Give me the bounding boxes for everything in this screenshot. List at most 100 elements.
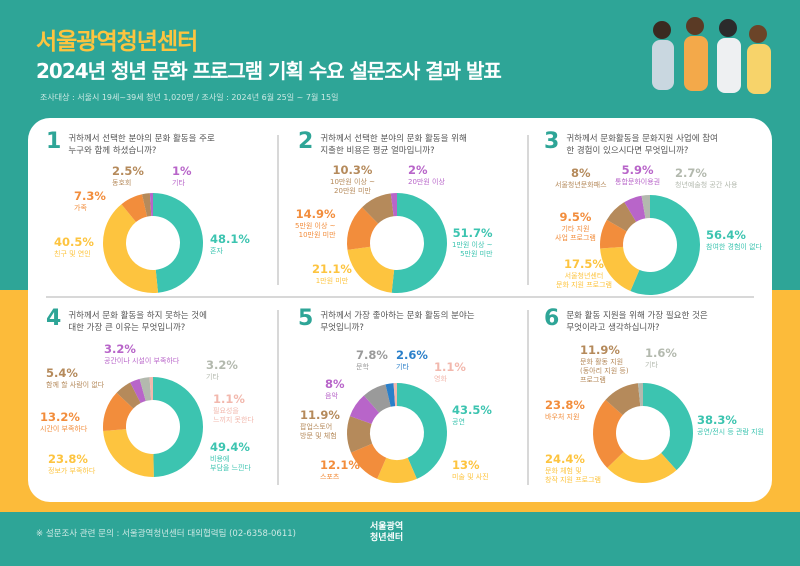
donut-slice [391, 193, 447, 293]
donut-center-illustration [127, 217, 179, 269]
category-label: 필요성을 느끼지 못한다 [213, 407, 254, 424]
percent-label: 11.9% [580, 343, 620, 357]
question-number: 3 [544, 129, 560, 154]
percent-label: 24.4% [545, 452, 585, 466]
category-label: 바우처 지원 [545, 413, 580, 421]
contact-info: ※ 설문조사 관련 문의 : 서울광역청년센터 대외협력팀 (02-6358-0… [36, 529, 296, 539]
question-number: 4 [46, 306, 62, 331]
donut-center-illustration [127, 401, 179, 453]
donut-slice [153, 377, 204, 477]
donut-slice [139, 377, 152, 401]
percent-label: 49.4% [210, 440, 250, 454]
donut-slice [605, 383, 641, 416]
percent-label: 40.5% [54, 235, 94, 249]
question-number: 5 [298, 306, 314, 331]
data-label: 8% 음악 [325, 377, 345, 401]
donut-slice [641, 195, 650, 219]
donut-slice [350, 443, 387, 479]
data-label: 23.8% 정보가 부족하다 [48, 452, 95, 476]
category-label: 비용에 부담을 느낀다 [210, 455, 251, 472]
category-label: 음악 [325, 392, 338, 400]
donut-slice [385, 383, 396, 407]
donut-center-illustration [617, 407, 669, 459]
category-label: 10만원 이상 ~ 20만원 미만 [330, 178, 375, 195]
data-label: 49.4% 비용에 부담을 느낀다 [210, 440, 251, 473]
category-label: 기타 [645, 361, 658, 369]
question-3: 3 귀하께서 문화활동을 문화지원 사업에 참여 한 경험이 있으시다면 무엇입니… [544, 131, 718, 157]
donut-slice [606, 202, 637, 232]
data-label: 2.5% 동호회 [112, 164, 144, 188]
category-label: 20만원 이상 [408, 178, 445, 186]
category-label: 서울청년문화패스 [555, 181, 607, 189]
data-label: 38.3% 공연/전시 등 관람 지원 [697, 413, 764, 437]
donut-slice [393, 383, 397, 407]
data-label: 12.1% 스포츠 [320, 458, 360, 482]
question-number: 2 [298, 129, 314, 154]
footer-logo: 서울광역 청년센터 [370, 522, 404, 543]
data-label: 24.4% 문화 체험 및 창작 지원 프로그램 [545, 452, 601, 485]
data-label: 23.8% 바우처 지원 [545, 398, 585, 422]
percent-label: 14.9% [295, 207, 336, 221]
category-label: 기타 [206, 373, 219, 381]
question-5: 5 귀하께서 가장 좋아하는 문화 활동의 분야는 무엇입니까? [298, 308, 475, 334]
percent-label: 56.4% [706, 228, 746, 242]
percent-label: 3.2% [206, 358, 238, 372]
percent-label: 3.2% [104, 342, 136, 356]
data-label: 1.1% 필요성을 느끼지 못한다 [213, 392, 254, 425]
percent-label: 38.3% [697, 413, 737, 427]
question-text: 귀하께서 선택한 분야의 문화 활동을 위해 지출한 비용은 평균 얼마입니까? [320, 134, 467, 156]
percent-label: 11.9% [300, 408, 340, 422]
category-label: 통합문화이용권 [615, 178, 661, 186]
donut-slice [349, 395, 380, 424]
donut-slice [116, 382, 141, 409]
percent-label: 2.7% [675, 166, 707, 180]
donut-slice [362, 193, 394, 224]
row-divider [46, 296, 754, 298]
data-label: 17.5% 서울청년센터 문화 지원 프로그램 [556, 257, 612, 290]
percent-label: 2.6% [396, 348, 428, 362]
data-label: 9.5% 기타 지원 사업 프로그램 [555, 210, 596, 243]
percent-label: 1.1% [434, 360, 466, 374]
donut-slice [103, 392, 134, 432]
category-label: 문학 [356, 363, 369, 371]
donut-slice [130, 378, 146, 403]
question-number: 1 [46, 129, 62, 154]
percent-label: 12.1% [320, 458, 360, 472]
page-title: 2024년 청년 문화 프로그램 기획 수요 설문조사 결과 발표 [36, 59, 502, 83]
donut-slice [149, 193, 153, 217]
column-divider [277, 135, 279, 285]
donut-slice [347, 207, 379, 250]
question-text: 귀하께서 가장 좋아하는 문화 활동의 분야는 무엇입니까? [320, 311, 475, 333]
category-label: 팝업스토어 방문 및 체험 [300, 423, 337, 440]
percent-label: 23.8% [545, 398, 585, 412]
data-label: 1% 기타 [172, 164, 192, 188]
category-label: 문화 체험 및 창작 지원 프로그램 [545, 467, 601, 484]
category-label: 혼자 [210, 247, 223, 255]
data-label: 11.9% 팝업스토어 방문 및 체험 [300, 408, 340, 441]
percent-label: 43.5% [452, 403, 492, 417]
donut-slice [153, 193, 204, 293]
donut-center-illustration [371, 407, 423, 459]
category-label: 문화 활동 지원 (동아리 지원 등) 프로그램 [580, 358, 629, 384]
category-label: 기타 [172, 179, 185, 187]
data-label: 40.5% 친구 및 연인 [54, 235, 94, 259]
donut-slice [600, 246, 640, 292]
data-label: 48.1% 혼자 [210, 232, 250, 256]
percent-label: 13.2% [40, 410, 80, 424]
donut-slice [363, 384, 391, 413]
percent-label: 1% [172, 164, 192, 178]
donut-slice [593, 399, 624, 468]
column-divider [527, 135, 529, 285]
category-label: 기타 지원 사업 프로그램 [555, 225, 596, 242]
percent-label: 2.5% [112, 164, 144, 178]
category-label: 정보가 부족하다 [48, 467, 96, 475]
data-label: 8% 서울청년문화패스 [555, 166, 607, 190]
category-label: 함께 할 사람이 없다 [46, 381, 105, 389]
data-label: 5.4% 함께 할 사람이 없다 [46, 366, 104, 390]
percent-label: 21.1% [312, 262, 352, 276]
percent-label: 51.7% [452, 226, 493, 240]
category-label: 청년예술청 공간 사용 [675, 181, 738, 189]
category-label: 스포츠 [320, 473, 340, 481]
percent-label: 8% [325, 377, 345, 391]
data-label: 2% 20만원 이상 [408, 163, 445, 187]
